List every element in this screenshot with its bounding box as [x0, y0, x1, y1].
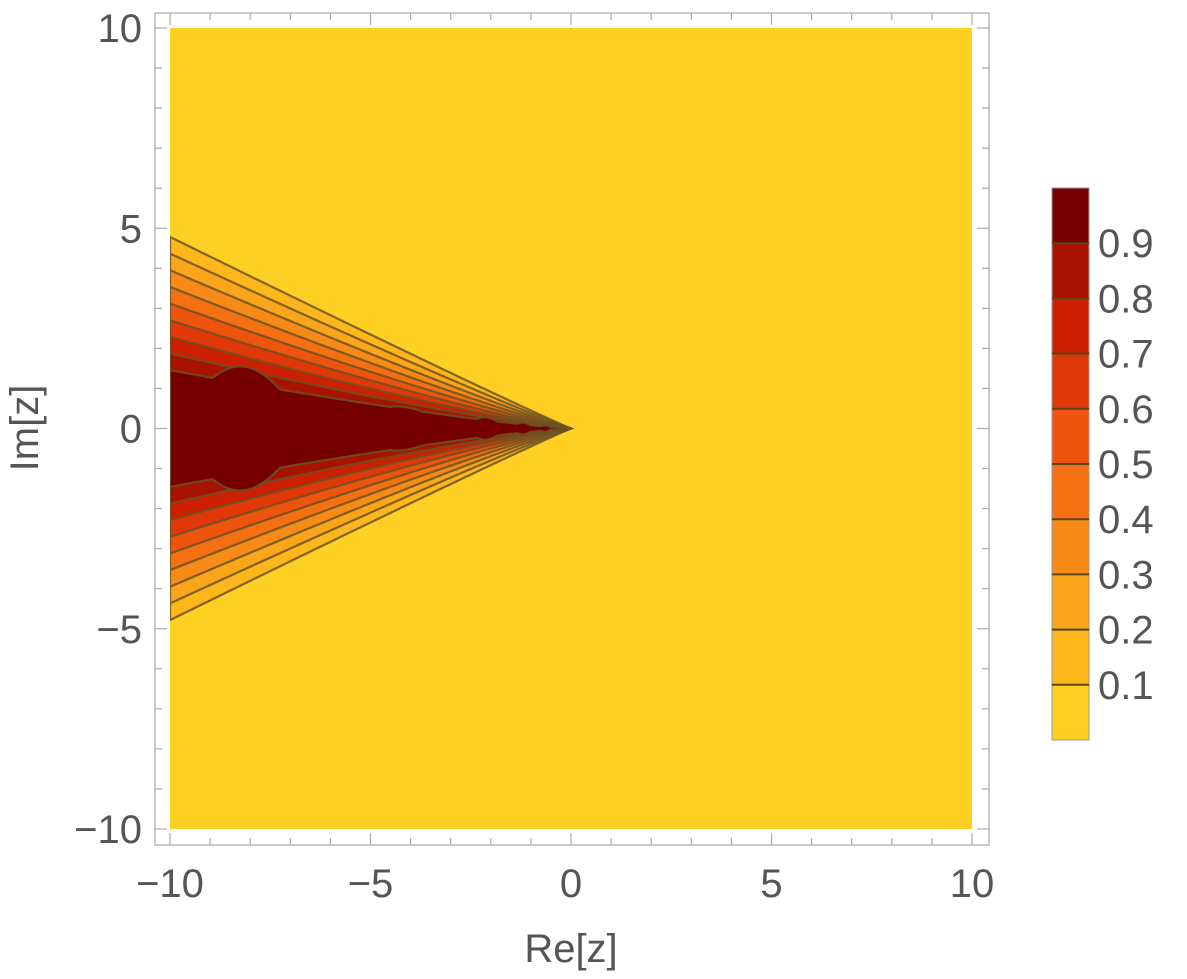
y-tick-label: −10 [74, 808, 142, 852]
x-tick-label: 5 [760, 862, 782, 906]
legend-tick-label: 0.2 [1098, 609, 1154, 653]
plot-area [170, 28, 972, 829]
legend-tick-label: 0.8 [1098, 277, 1154, 321]
x-tick-label: 10 [950, 862, 995, 906]
legend-swatch [1052, 684, 1089, 740]
legend-tick-label: 0.5 [1098, 443, 1154, 487]
y-tick-label: 0 [120, 408, 142, 452]
axis-labels: Re[z] Im[z] [3, 385, 618, 971]
legend-tick-label: 0.7 [1098, 333, 1154, 377]
legend-swatch [1052, 188, 1089, 244]
legend-tick-label: 0.4 [1098, 498, 1154, 542]
legend-swatch [1052, 519, 1089, 575]
legend-tick-label: 0.1 [1098, 664, 1154, 708]
x-tick-label: −10 [136, 862, 204, 906]
legend-tick-label: 0.9 [1098, 222, 1154, 266]
y-tick-label: 10 [98, 7, 143, 51]
contour-band-9 [170, 365, 572, 492]
x-tick-label: 0 [560, 862, 582, 906]
legend-swatch [1052, 353, 1089, 409]
legend-swatch [1052, 243, 1089, 299]
legend-tick-label: 0.6 [1098, 388, 1154, 432]
legend-tick-label: 0.3 [1098, 553, 1154, 597]
axis-ticks: −10 −5 0 5 10 −10 −5 0 5 10 [74, 7, 994, 906]
legend-swatch [1052, 629, 1089, 685]
y-tick-label: −5 [96, 608, 142, 652]
x-tick-label: −5 [348, 862, 394, 906]
y-axis-label: Im[z] [3, 385, 47, 472]
legend-swatch [1052, 408, 1089, 464]
legend-swatch [1052, 464, 1089, 520]
y-tick-label: 5 [120, 207, 142, 251]
legend-swatch [1052, 574, 1089, 630]
color-legend: 0.1 0.2 0.3 0.4 0.5 0.6 0.7 0.8 0.9 [1051, 187, 1154, 741]
legend-swatch [1052, 298, 1089, 354]
x-axis-label: Re[z] [524, 927, 617, 971]
